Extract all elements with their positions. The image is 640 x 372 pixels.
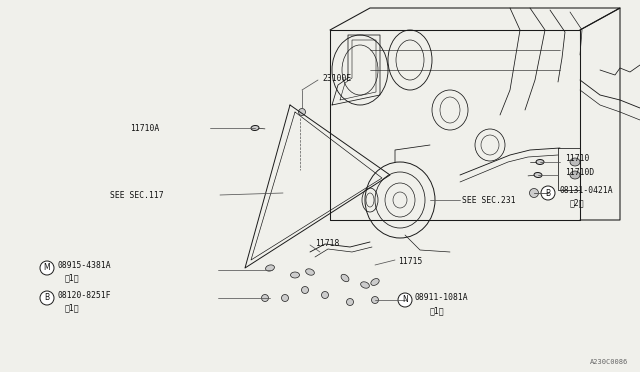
Circle shape (40, 291, 54, 305)
Ellipse shape (341, 274, 349, 282)
Circle shape (40, 261, 54, 275)
Text: 11710D: 11710D (565, 167, 595, 176)
Circle shape (321, 292, 328, 298)
Text: （1）: （1） (430, 307, 445, 315)
Circle shape (282, 295, 289, 301)
Text: （1）: （1） (65, 273, 79, 282)
Text: 11718: 11718 (315, 238, 339, 247)
Text: （2）: （2） (570, 199, 584, 208)
Text: 08131-0421A: 08131-0421A (560, 186, 614, 195)
Text: B: B (44, 294, 49, 302)
Text: B: B (545, 189, 550, 198)
Text: 11710A: 11710A (130, 124, 159, 132)
Circle shape (398, 293, 412, 307)
Ellipse shape (570, 158, 580, 166)
Ellipse shape (371, 279, 379, 285)
Ellipse shape (534, 173, 542, 177)
Text: 11715: 11715 (398, 257, 422, 266)
Text: 11710: 11710 (565, 154, 589, 163)
Circle shape (371, 296, 378, 304)
Ellipse shape (291, 272, 300, 278)
Text: SEE SEC.231: SEE SEC.231 (462, 196, 516, 205)
Text: 23100E: 23100E (322, 74, 351, 83)
Ellipse shape (536, 160, 544, 164)
Ellipse shape (266, 265, 275, 271)
Text: 08915-4381A: 08915-4381A (57, 260, 111, 269)
Circle shape (301, 286, 308, 294)
Circle shape (541, 186, 555, 200)
Text: M: M (44, 263, 51, 273)
Text: SEE SEC.117: SEE SEC.117 (110, 190, 164, 199)
Text: 08911-1081A: 08911-1081A (415, 294, 468, 302)
Text: N: N (402, 295, 408, 305)
Circle shape (262, 295, 269, 301)
Text: 08120-8251F: 08120-8251F (57, 291, 111, 299)
Circle shape (346, 298, 353, 305)
Text: （1）: （1） (65, 304, 79, 312)
Ellipse shape (570, 171, 580, 179)
Circle shape (529, 189, 538, 198)
Ellipse shape (361, 282, 369, 288)
Circle shape (298, 109, 305, 115)
Ellipse shape (306, 269, 314, 275)
Text: A230C0086: A230C0086 (589, 359, 628, 365)
Ellipse shape (251, 125, 259, 131)
